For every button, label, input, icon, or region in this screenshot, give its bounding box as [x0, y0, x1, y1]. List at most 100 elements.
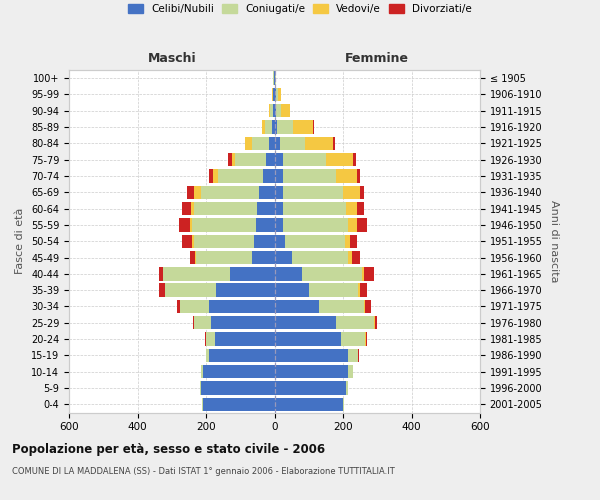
Bar — [190, 251, 194, 264]
Bar — [364, 300, 365, 313]
Y-axis label: Anni di nascita: Anni di nascita — [549, 200, 559, 282]
Bar — [256, 218, 275, 232]
Bar — [350, 234, 357, 248]
Bar — [360, 284, 367, 297]
Bar — [275, 186, 283, 199]
Bar — [275, 88, 276, 101]
Bar — [159, 267, 163, 280]
Bar — [302, 267, 362, 280]
Bar — [283, 218, 348, 232]
Bar — [275, 348, 348, 362]
Bar — [343, 398, 344, 411]
Bar — [374, 316, 377, 330]
Bar — [345, 234, 350, 248]
Bar — [194, 234, 254, 248]
Bar — [343, 186, 360, 199]
Bar — [358, 348, 359, 362]
Bar — [193, 316, 194, 330]
Bar — [209, 170, 213, 182]
Bar — [278, 88, 281, 101]
Bar — [365, 332, 367, 346]
Bar — [275, 170, 283, 182]
Bar — [213, 170, 218, 182]
Bar — [263, 170, 275, 182]
Bar — [319, 300, 364, 313]
Bar — [362, 267, 364, 280]
Bar — [309, 284, 358, 297]
Bar — [182, 202, 191, 215]
Bar — [275, 120, 277, 134]
Bar — [275, 284, 309, 297]
Bar — [292, 251, 348, 264]
Bar — [200, 382, 201, 394]
Bar — [194, 202, 257, 215]
Bar — [336, 170, 356, 182]
Bar — [275, 365, 348, 378]
Bar — [254, 234, 275, 248]
Bar — [257, 202, 275, 215]
Bar — [326, 153, 353, 166]
Bar — [266, 153, 275, 166]
Bar — [269, 136, 275, 150]
Bar — [215, 332, 275, 346]
Bar — [348, 251, 352, 264]
Bar — [358, 284, 360, 297]
Bar — [269, 104, 270, 118]
Bar — [252, 251, 275, 264]
Bar — [201, 382, 275, 394]
Bar — [346, 202, 356, 215]
Bar — [194, 251, 196, 264]
Bar — [259, 186, 275, 199]
Bar — [275, 251, 292, 264]
Bar — [305, 136, 333, 150]
Bar — [191, 202, 194, 215]
Bar — [333, 136, 335, 150]
Bar — [190, 218, 193, 232]
Bar — [265, 120, 272, 134]
Bar — [275, 218, 283, 232]
Bar — [275, 300, 319, 313]
Bar — [252, 136, 269, 150]
Bar — [201, 365, 203, 378]
Bar — [218, 170, 263, 182]
Bar — [346, 382, 348, 394]
Bar — [203, 398, 275, 411]
Bar — [163, 267, 230, 280]
Bar — [275, 267, 302, 280]
Bar — [283, 202, 346, 215]
Bar — [206, 348, 209, 362]
Bar — [275, 104, 276, 118]
Bar — [228, 153, 232, 166]
Bar — [353, 153, 356, 166]
Bar — [341, 332, 365, 346]
Text: Maschi: Maschi — [148, 52, 196, 65]
Bar — [285, 234, 345, 248]
Bar — [275, 234, 285, 248]
Bar — [194, 316, 211, 330]
Bar — [352, 251, 360, 264]
Bar — [276, 88, 278, 101]
Bar — [275, 382, 346, 394]
Bar — [360, 186, 364, 199]
Bar — [273, 104, 275, 118]
Bar — [206, 332, 215, 346]
Bar — [283, 186, 343, 199]
Y-axis label: Fasce di età: Fasce di età — [16, 208, 25, 274]
Bar — [272, 120, 275, 134]
Bar — [276, 104, 281, 118]
Text: Popolazione per età, sesso e stato civile - 2006: Popolazione per età, sesso e stato civil… — [12, 442, 325, 456]
Bar — [275, 398, 343, 411]
Bar — [165, 284, 216, 297]
Bar — [192, 218, 256, 232]
Bar — [277, 120, 293, 134]
Bar — [205, 332, 206, 346]
Bar — [209, 348, 275, 362]
Bar — [348, 348, 358, 362]
Bar — [211, 316, 275, 330]
Bar — [275, 332, 341, 346]
Bar — [283, 153, 326, 166]
Bar — [196, 251, 252, 264]
Bar — [365, 300, 371, 313]
Text: COMUNE DI LA MADDALENA (SS) - Dati ISTAT 1° gennaio 2006 - Elaborazione TUTTITAL: COMUNE DI LA MADDALENA (SS) - Dati ISTAT… — [12, 468, 395, 476]
Bar — [176, 300, 180, 313]
